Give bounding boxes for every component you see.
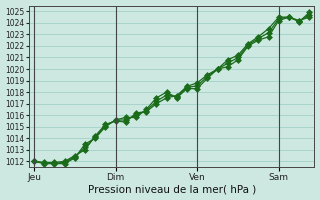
X-axis label: Pression niveau de la mer( hPa ): Pression niveau de la mer( hPa ) xyxy=(88,184,256,194)
